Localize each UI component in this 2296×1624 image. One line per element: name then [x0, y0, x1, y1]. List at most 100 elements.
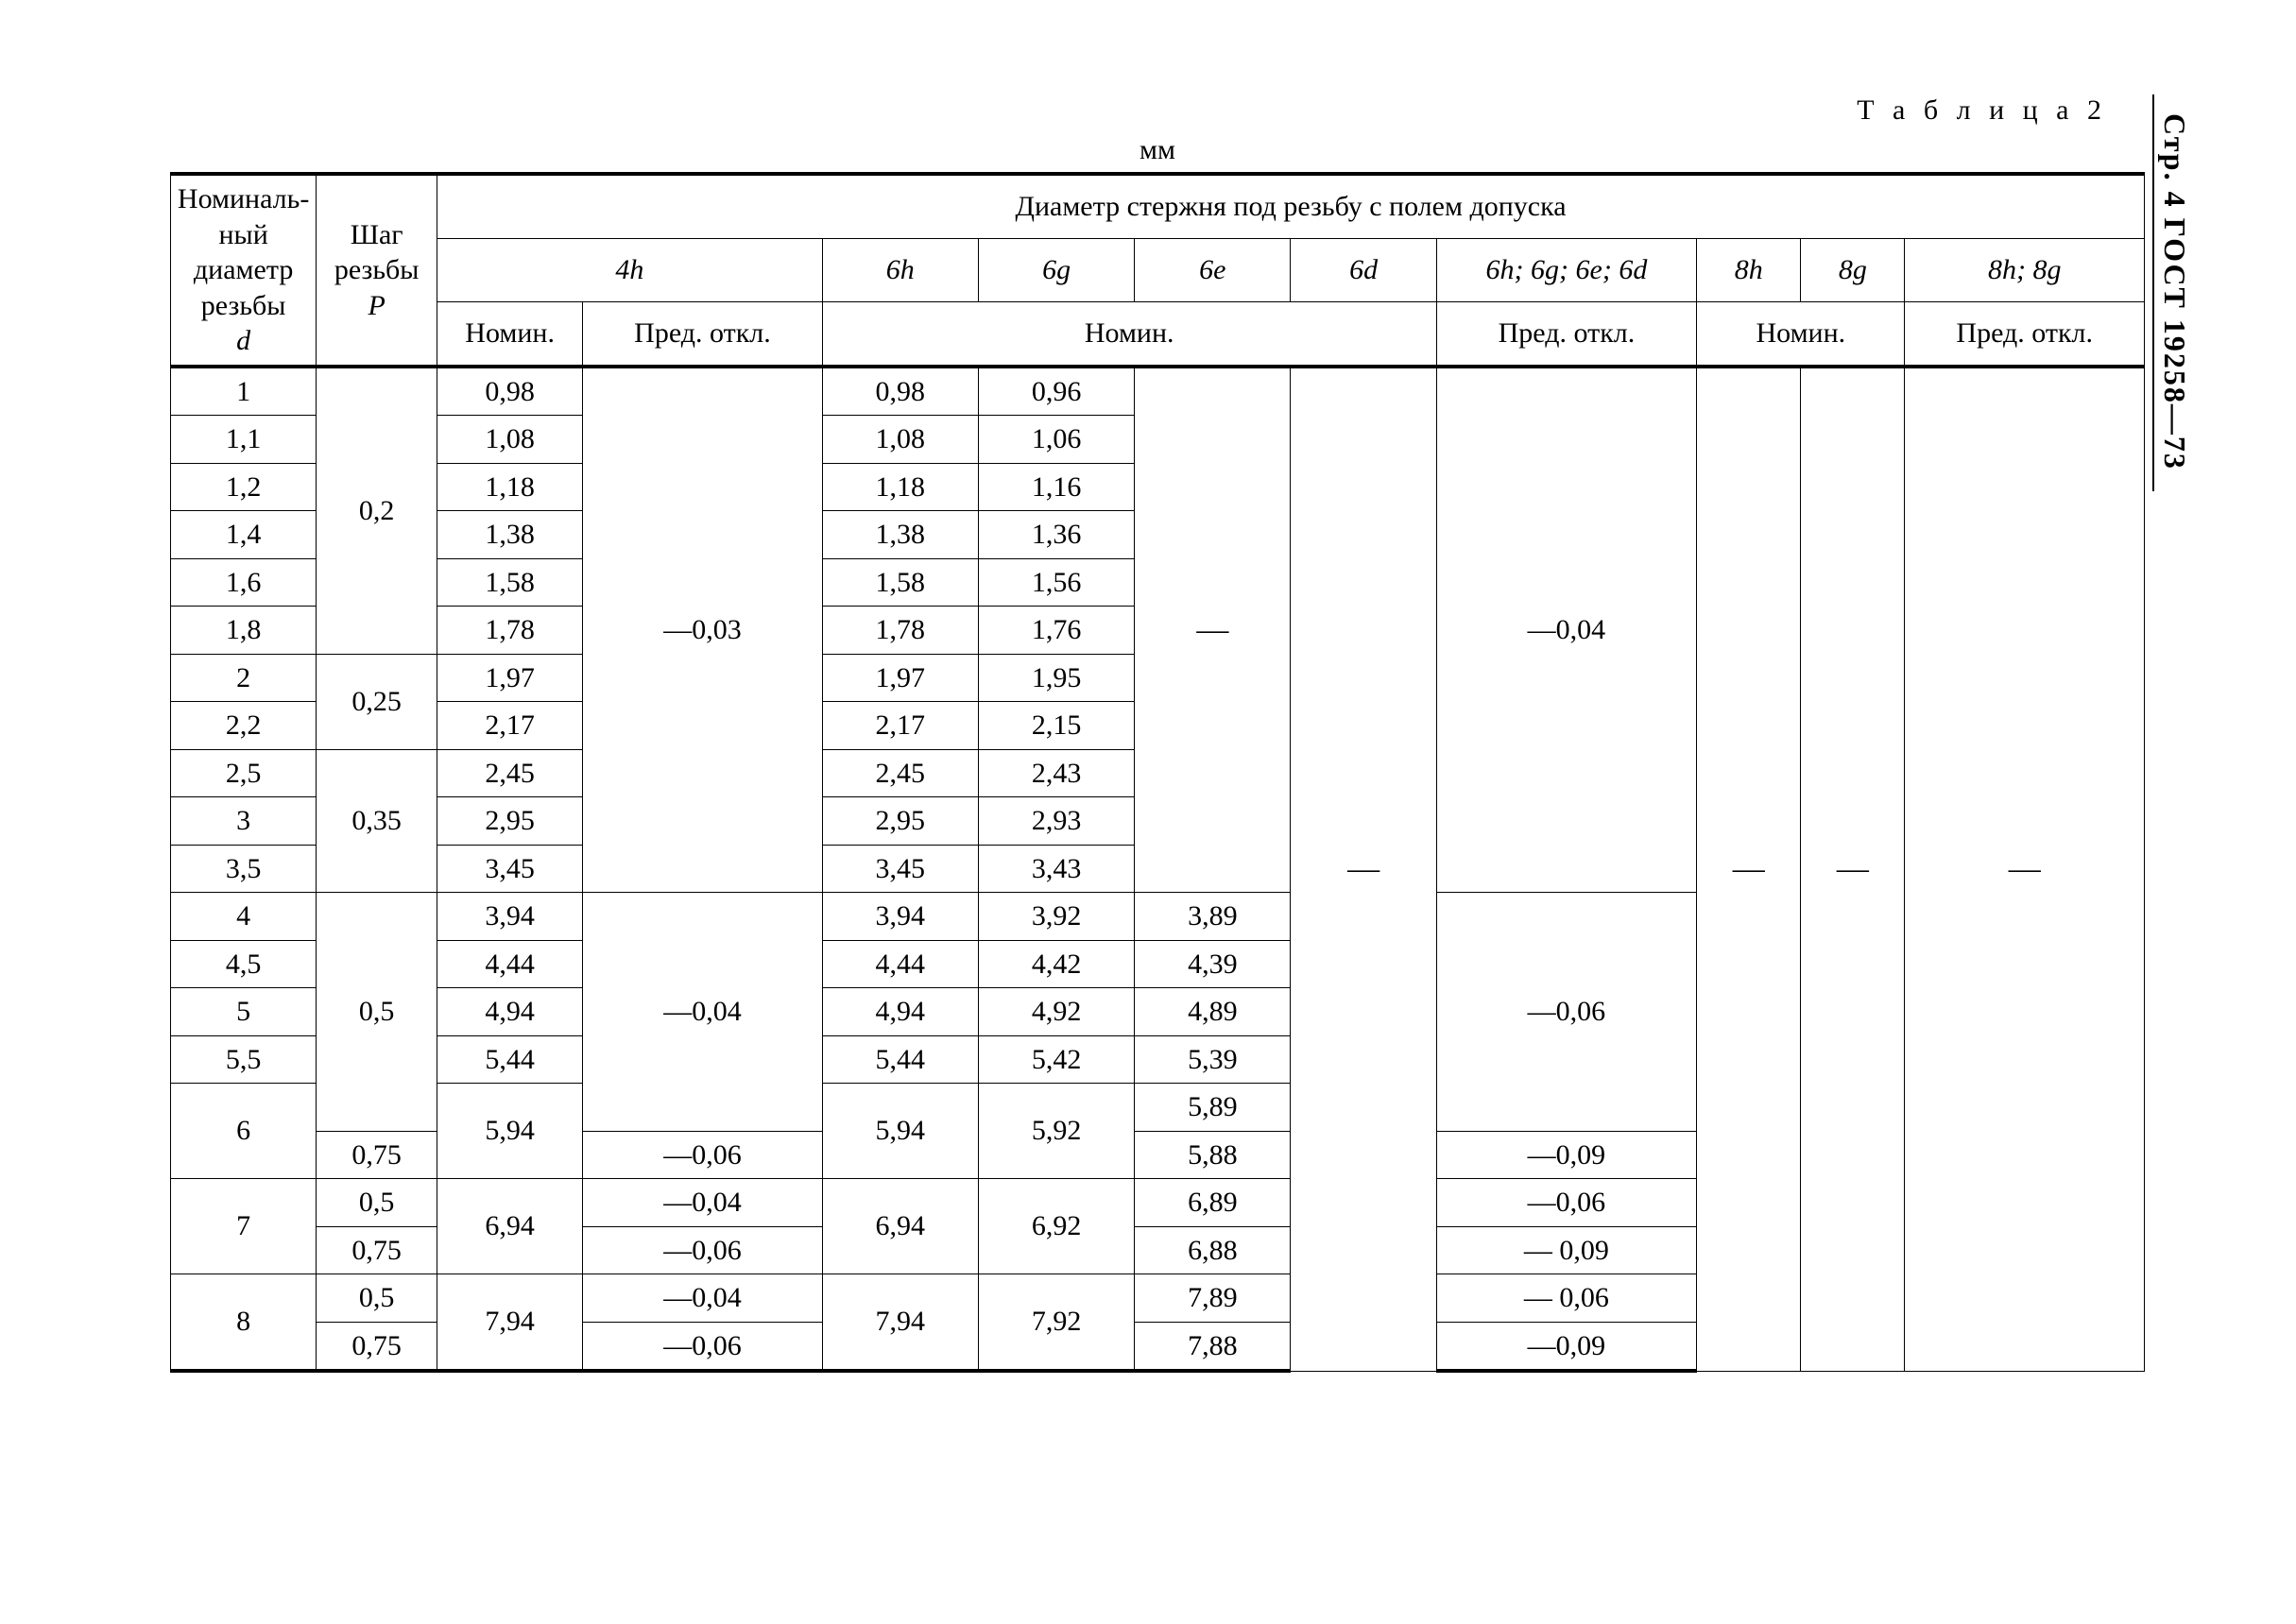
cell-6h: 1,18 [822, 463, 978, 511]
header-6e: 6e [1135, 238, 1291, 301]
cell-6e: 5,88 [1135, 1131, 1291, 1179]
cell-8-pred-dash: — [1905, 367, 2145, 1372]
cell-6e: 5,39 [1135, 1035, 1291, 1084]
cell-4h-nomin: 4,44 [437, 940, 583, 988]
cell-6d-dash: — [1291, 367, 1436, 1372]
cell-6g: 1,76 [978, 607, 1134, 655]
cell-6h: 5,44 [822, 1035, 978, 1084]
cell-8h-dash: — [1697, 367, 1801, 1372]
cell-4h-pred: —0,06 [583, 1322, 822, 1371]
cell-6e: 4,39 [1135, 940, 1291, 988]
cell-6e: 7,88 [1135, 1322, 1291, 1371]
table-number: Т а б л и ц а 2 [170, 94, 2145, 127]
cell-4h-nomin: 3,94 [437, 893, 583, 941]
cell-d: 1,8 [171, 607, 317, 655]
cell-4h-nomin: 4,94 [437, 988, 583, 1036]
header-combo2-txt: 8h; 8g [1988, 254, 2062, 285]
thread-tolerance-table: Номиналь- ный диаметр резьбы d Шаг резьб… [170, 172, 2145, 1373]
header-span: Диаметр стержня под резьбу с полем допус… [437, 174, 2145, 238]
cell-6g: 6,92 [978, 1179, 1134, 1274]
cell-6e: 4,89 [1135, 988, 1291, 1036]
header-d-l0: Номиналь- [178, 183, 309, 214]
cell-6h: 1,38 [822, 511, 978, 559]
header-p: Шаг резьбы P [317, 174, 437, 367]
cell-6g: 2,93 [978, 797, 1134, 846]
cell-4h-nomin: 2,45 [437, 749, 583, 797]
cell-4h-nomin: 2,95 [437, 797, 583, 846]
cell-pitch: 0,75 [317, 1131, 437, 1179]
cell-6h: 1,08 [822, 416, 978, 464]
cell-d: 1,6 [171, 558, 317, 607]
cell-6e: 3,89 [1135, 893, 1291, 941]
cell-4h-nomin: 2,17 [437, 702, 583, 750]
cell-6h: 1,58 [822, 558, 978, 607]
cell-4h-nomin: 5,94 [437, 1084, 583, 1179]
cell-6h: 1,97 [822, 654, 978, 702]
cell-6h: 5,94 [822, 1084, 978, 1179]
header-d-l3: резьбы [201, 290, 286, 321]
header-8h: 8h [1697, 238, 1801, 301]
table-unit: мм [170, 134, 2145, 166]
header-6g-txt: 6g [1042, 254, 1071, 285]
cell-6g: 3,43 [978, 845, 1134, 893]
header-combo2: 8h; 8g [1905, 238, 2145, 301]
cell-6-pred: —0,06 [1436, 893, 1696, 1132]
cell-6g: 1,95 [978, 654, 1134, 702]
header-d-l2: диаметр [194, 254, 293, 285]
cell-d: 6 [171, 1084, 317, 1179]
header-8g: 8g [1801, 238, 1905, 301]
table-body: 1 0,2 0,98 —0,03 0,98 0,96 — — —0,04 — —… [171, 367, 2145, 1372]
cell-6-pred: —0,06 [1436, 1179, 1696, 1227]
header-4h-nomin: Номин. [437, 301, 583, 367]
header-6-nomin: Номин. [822, 301, 1436, 367]
cell-6e: 6,89 [1135, 1179, 1291, 1227]
cell-pitch: 0,5 [317, 1179, 437, 1227]
cell-4h-nomin: 1,97 [437, 654, 583, 702]
cell-4h-pred: —0,03 [583, 367, 822, 893]
cell-6g: 1,36 [978, 511, 1134, 559]
cell-4h-nomin: 6,94 [437, 1179, 583, 1274]
cell-4h-nomin: 5,44 [437, 1035, 583, 1084]
header-4h: 4h [437, 238, 823, 301]
cell-6g: 4,42 [978, 940, 1134, 988]
cell-d: 4 [171, 893, 317, 941]
cell-6h: 3,94 [822, 893, 978, 941]
cell-6h: 4,94 [822, 988, 978, 1036]
header-6d: 6d [1291, 238, 1436, 301]
cell-pitch: 0,2 [317, 367, 437, 655]
header-8-pred: Пред. откл. [1905, 301, 2145, 367]
cell-6e-dash: — [1135, 367, 1291, 893]
cell-6h: 3,45 [822, 845, 978, 893]
cell-d: 3 [171, 797, 317, 846]
cell-4h-nomin: 7,94 [437, 1274, 583, 1372]
cell-6g: 5,42 [978, 1035, 1134, 1084]
header-8-nomin: Номин. [1697, 301, 1905, 367]
cell-6h: 7,94 [822, 1274, 978, 1372]
cell-d: 2,2 [171, 702, 317, 750]
header-6h-txt: 6h [886, 254, 915, 285]
cell-6g: 3,92 [978, 893, 1134, 941]
cell-4h-pred: —0,06 [583, 1131, 822, 1179]
cell-6e: 5,89 [1135, 1084, 1291, 1132]
cell-6-pred: —0,09 [1436, 1131, 1696, 1179]
cell-4h-pred: —0,06 [583, 1226, 822, 1274]
cell-6g: 7,92 [978, 1274, 1134, 1372]
cell-4h-pred: —0,04 [583, 1274, 822, 1323]
cell-6h: 1,78 [822, 607, 978, 655]
header-p-sym: P [368, 290, 385, 321]
header-6e-txt: 6e [1199, 254, 1225, 285]
header-combo1-txt: 6h; 6g; 6e; 6d [1486, 254, 1648, 285]
cell-4h-nomin: 1,78 [437, 607, 583, 655]
cell-d: 1,2 [171, 463, 317, 511]
cell-d: 4,5 [171, 940, 317, 988]
cell-6e: 7,89 [1135, 1274, 1291, 1323]
cell-6g: 0,96 [978, 367, 1134, 416]
cell-6g: 4,92 [978, 988, 1134, 1036]
cell-4h-nomin: 1,08 [437, 416, 583, 464]
cell-d: 7 [171, 1179, 317, 1274]
cell-6e: 6,88 [1135, 1226, 1291, 1274]
cell-4h-nomin: 3,45 [437, 845, 583, 893]
header-combo1: 6h; 6g; 6e; 6d [1436, 238, 1696, 301]
cell-d: 3,5 [171, 845, 317, 893]
cell-4h-nomin: 0,98 [437, 367, 583, 416]
